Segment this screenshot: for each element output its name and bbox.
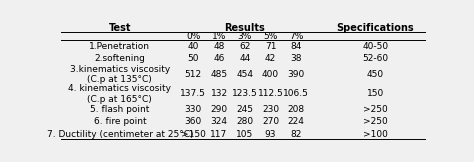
Text: 324: 324: [210, 117, 228, 127]
Text: 7. Ductility (centimeter at 25°C): 7. Ductility (centimeter at 25°C): [46, 130, 193, 139]
Text: 62: 62: [239, 42, 250, 51]
Text: 230: 230: [262, 105, 279, 114]
Text: Results: Results: [224, 23, 265, 33]
Text: >150: >150: [181, 130, 206, 139]
Text: 7%: 7%: [289, 32, 303, 40]
Text: 132: 132: [210, 89, 228, 98]
Text: 454: 454: [236, 70, 253, 79]
Text: 360: 360: [185, 117, 202, 127]
Text: 400: 400: [262, 70, 279, 79]
Text: 48: 48: [213, 42, 225, 51]
Text: 40-50: 40-50: [362, 42, 388, 51]
Text: 137.5: 137.5: [181, 89, 206, 98]
Text: 3%: 3%: [237, 32, 252, 40]
Text: 2.softening: 2.softening: [94, 54, 146, 63]
Text: 3.kinematics viscosity
(C.p at 135°C): 3.kinematics viscosity (C.p at 135°C): [70, 65, 170, 84]
Text: 1%: 1%: [212, 32, 226, 40]
Text: 224: 224: [288, 117, 305, 127]
Text: 46: 46: [213, 54, 225, 63]
Text: 290: 290: [210, 105, 228, 114]
Text: 112.5: 112.5: [257, 89, 283, 98]
Text: Specifications: Specifications: [337, 23, 414, 33]
Text: 330: 330: [185, 105, 202, 114]
Text: 71: 71: [264, 42, 276, 51]
Text: 0%: 0%: [186, 32, 201, 40]
Text: 93: 93: [264, 130, 276, 139]
Text: 52-60: 52-60: [362, 54, 388, 63]
Text: 50: 50: [188, 54, 199, 63]
Text: 44: 44: [239, 54, 250, 63]
Text: 123.5: 123.5: [232, 89, 258, 98]
Text: 390: 390: [288, 70, 305, 79]
Text: 512: 512: [185, 70, 202, 79]
Text: >250: >250: [363, 105, 388, 114]
Text: 105: 105: [236, 130, 254, 139]
Text: 1.Penetration: 1.Penetration: [90, 42, 150, 51]
Text: 150: 150: [366, 89, 384, 98]
Text: >250: >250: [363, 117, 388, 127]
Text: 82: 82: [291, 130, 302, 139]
Text: 6. fire point: 6. fire point: [93, 117, 146, 127]
Text: 450: 450: [366, 70, 384, 79]
Text: >100: >100: [363, 130, 388, 139]
Text: 38: 38: [291, 54, 302, 63]
Text: 485: 485: [210, 70, 228, 79]
Text: 280: 280: [236, 117, 253, 127]
Text: 245: 245: [236, 105, 253, 114]
Text: 270: 270: [262, 117, 279, 127]
Text: 5%: 5%: [263, 32, 278, 40]
Text: 208: 208: [288, 105, 305, 114]
Text: 117: 117: [210, 130, 228, 139]
Text: 40: 40: [188, 42, 199, 51]
Text: Test: Test: [109, 23, 131, 33]
Text: 5. flash point: 5. flash point: [90, 105, 150, 114]
Text: 84: 84: [291, 42, 302, 51]
Text: 42: 42: [265, 54, 276, 63]
Text: 106.5: 106.5: [283, 89, 309, 98]
Text: 4. kinematics viscosity
(C.p at 165°C): 4. kinematics viscosity (C.p at 165°C): [68, 84, 172, 104]
